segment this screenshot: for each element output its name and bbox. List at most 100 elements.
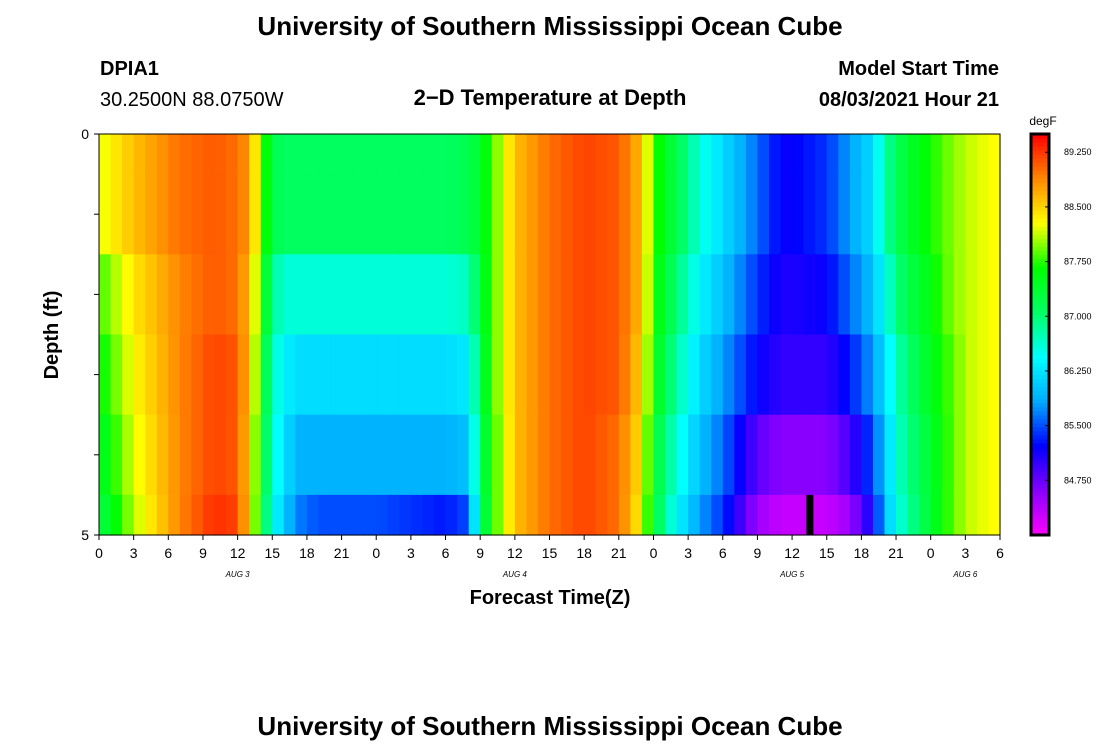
heat-cell <box>734 174 747 255</box>
heat-cell <box>653 334 666 416</box>
heat-cell <box>734 334 747 416</box>
heat-cell <box>422 134 435 175</box>
heat-cell <box>942 254 955 336</box>
heat-cell <box>930 494 943 536</box>
heat-cell <box>202 174 216 255</box>
colorbar-segment <box>1031 274 1049 279</box>
heat-cell <box>942 334 955 416</box>
colorbar-segment <box>1031 202 1049 207</box>
colorbar-segment <box>1031 366 1049 372</box>
heat-cell <box>214 254 227 336</box>
heat-cell <box>526 334 539 416</box>
heat-cell <box>919 134 932 175</box>
heat-cell <box>688 134 701 175</box>
heat-cell <box>688 334 701 416</box>
colorbar-unit: degF <box>1029 114 1056 128</box>
heat-cell <box>745 134 759 175</box>
heat-cell <box>237 334 250 416</box>
heat-cell <box>884 414 897 496</box>
heat-cell <box>537 414 551 496</box>
heat-cell <box>699 254 712 336</box>
heat-cell <box>122 494 135 536</box>
heat-cell <box>272 414 285 496</box>
heat-cell <box>249 414 262 496</box>
colorbar-segment <box>1031 306 1049 312</box>
heat-cell <box>306 334 320 416</box>
heat-cell <box>503 494 516 536</box>
heat-cell <box>792 414 805 496</box>
heat-cell <box>815 174 828 255</box>
heat-cell <box>930 174 943 255</box>
heat-cell <box>826 174 839 255</box>
heat-cell <box>965 174 978 255</box>
heat-cell <box>249 174 262 255</box>
colorbar-segment <box>1031 170 1049 175</box>
heat-cell <box>353 414 366 496</box>
colorbar-segment <box>1031 410 1049 416</box>
heat-cell <box>433 254 447 336</box>
heat-cell <box>688 174 701 255</box>
heat-cell <box>202 494 216 536</box>
heat-cell <box>145 134 158 175</box>
heat-cell <box>988 174 1001 255</box>
colorbar: 89.250 88.500 87.750 87.000 86.250 85.500 84.7… <box>1029 132 1092 537</box>
heat-cell <box>838 134 851 175</box>
colorbar-segment <box>1031 138 1049 143</box>
heat-cell <box>237 414 250 496</box>
heat-cell <box>896 254 909 336</box>
heat-cell <box>191 334 204 416</box>
heat-cell <box>179 334 193 416</box>
heat-cell <box>214 334 227 416</box>
heat-cell <box>861 134 874 175</box>
heat-cell <box>584 174 597 255</box>
heat-cell <box>722 494 735 536</box>
heat-cell <box>410 174 424 255</box>
heat-cell <box>780 414 793 496</box>
heat-cell <box>480 334 493 416</box>
heat-cell <box>364 414 377 496</box>
heat-cell <box>872 414 886 496</box>
colorbar-segment <box>1031 354 1049 360</box>
heat-cell <box>491 254 504 336</box>
colorbar-segment <box>1031 362 1049 368</box>
heat-cell <box>792 494 805 536</box>
heat-cell <box>584 254 597 336</box>
heat-cell <box>965 494 978 536</box>
heat-cell <box>930 414 943 496</box>
heat-cell <box>953 334 966 416</box>
heat-cell <box>249 134 262 175</box>
heat-cell <box>226 414 239 496</box>
heat-cell <box>561 134 574 175</box>
heat-cell <box>168 254 181 336</box>
x-tick-label: 15 <box>819 545 835 561</box>
colorbar-segment <box>1031 146 1049 151</box>
heat-cell <box>480 254 493 336</box>
x-tick-label: 12 <box>507 545 523 561</box>
heat-cell <box>584 494 597 536</box>
heat-cell <box>387 494 400 536</box>
colorbar-segment <box>1031 190 1049 195</box>
heat-cell <box>872 134 886 175</box>
colorbar-tick-label: 85.500 <box>1064 421 1092 431</box>
heat-cell <box>722 174 735 255</box>
heat-cell <box>122 334 135 416</box>
x-axis-label: Forecast Time(Z) <box>470 587 631 609</box>
heat-cell <box>318 254 331 336</box>
y-tick-label: 5 <box>81 527 89 543</box>
heat-cell <box>457 174 470 255</box>
colorbar-segment <box>1031 258 1049 263</box>
heat-cell <box>283 254 296 336</box>
heat-cell <box>283 494 296 536</box>
heat-cell <box>376 494 389 536</box>
heat-cell <box>122 174 135 255</box>
colorbar-segment <box>1031 310 1049 316</box>
heat-cell <box>896 334 909 416</box>
colorbar-segment <box>1031 418 1049 424</box>
heat-cell <box>919 414 932 496</box>
colorbar-segment <box>1031 222 1049 227</box>
heat-cell <box>872 254 886 336</box>
heat-cell <box>226 254 239 336</box>
heatmap-cells <box>99 134 1001 536</box>
heat-cell <box>965 334 978 416</box>
heat-cell <box>722 134 735 175</box>
